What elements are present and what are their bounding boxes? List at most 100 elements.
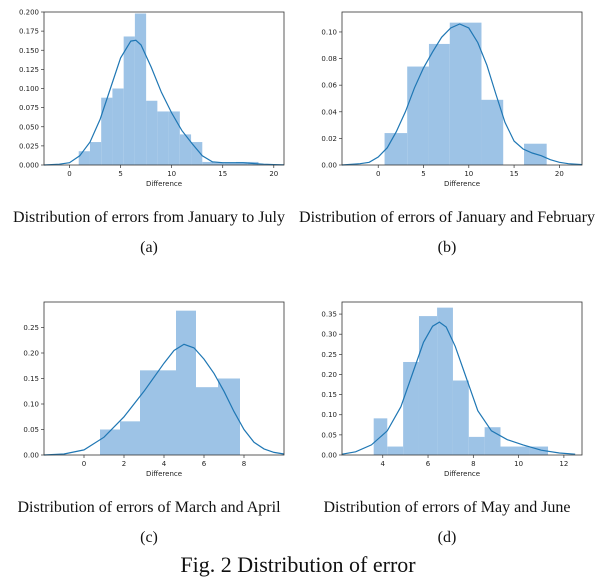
histogram-bar [500,446,530,455]
y-tick-label: 0.10 [321,28,337,36]
y-tick-label: 0.05 [321,431,337,439]
y-tick-label: 0.00 [23,452,39,460]
histogram-bar [134,13,147,166]
label-a: (a) [140,239,158,256]
histogram-bar [120,421,140,455]
histogram-bar [449,22,482,165]
x-axis-label: Difference [444,470,480,478]
histogram-bar [468,436,485,455]
histogram-bar [202,161,214,165]
chart-panel-d: 0.00 0.05 0.10 0.15 0.20 0.25 0.30 0.35 4 6 8 10 12 D… [298,290,594,480]
x-axis-label: Difference [146,180,182,188]
histogram-bar [403,361,419,455]
y-tick-label: 0.30 [321,331,337,339]
chart-b: 0.00 0.02 0.04 0.06 0.08 0.10 0 5 10 15 20 Differen… [321,11,583,188]
chart-c: 0.00 0.05 0.10 0.15 0.20 0.25 0 2 4 6 8 Difference [23,301,285,478]
x-tick-label: 0 [82,460,86,468]
x-tick-label: 6 [202,460,207,468]
y-tick-label: 0.25 [23,324,39,332]
y-tick-label: 0.00 [321,452,337,460]
y-tick-label: 0.08 [321,55,337,63]
histogram-bar [78,151,90,165]
kde-curve [341,321,576,455]
y-tick-label: 0.02 [321,135,337,143]
histogram-bar [196,387,218,455]
y-tick-label: 0.10 [321,411,337,419]
x-tick-label: 8 [471,460,475,468]
x-tick-label: 6 [426,460,431,468]
kde-curve [341,23,583,166]
x-tick-label: 15 [510,170,519,178]
chart-d: 0.00 0.05 0.10 0.15 0.20 0.25 0.30 0.35 4 6 8 10 12 D… [321,301,583,478]
y-tick-label: 0.000 [19,162,39,170]
histogram-bar [112,88,124,165]
histogram-bar [481,99,504,165]
y-tick-label: 0.15 [23,375,39,383]
histogram-bar [140,370,176,455]
chart-panel-a: 0.000 0.025 0.050 0.075 0.100 0.125 0.150 0.175… [0,0,296,190]
histogram-bar [418,316,438,455]
caption-a: Distribution of errors from January to J… [13,209,285,226]
label-d: (d) [437,529,457,546]
x-axis-label: Difference [444,180,480,188]
x-tick-label: 15 [218,170,227,178]
x-tick-label: 12 [559,460,568,468]
histogram-bar [387,446,404,455]
histogram-bar [123,36,135,166]
x-tick-label: 5 [421,170,425,178]
histogram-bar [437,307,453,455]
kde-curve [43,39,285,166]
y-tick-label: 0.20 [23,350,39,358]
y-tick-label: 0.04 [321,108,337,116]
chart-panel-c: 0.00 0.05 0.10 0.15 0.20 0.25 0 2 4 6 8 Difference [0,290,296,480]
label-c: (c) [140,529,158,546]
caption-c: Distribution of errors of March and Apri… [17,499,281,516]
y-tick-label: 0.35 [321,311,337,319]
x-tick-label: 10 [167,170,176,178]
label-b: (b) [437,239,457,256]
y-tick-label: 0.100 [19,85,39,93]
chart-a: 0.000 0.025 0.050 0.075 0.100 0.125 0.150 0.175… [19,9,285,188]
histogram-bar [146,100,158,165]
x-tick-label: 2 [122,460,126,468]
y-tick-label: 0.15 [321,391,337,399]
histogram-bar [176,310,196,455]
y-tick-label: 0.20 [321,371,337,379]
histogram-bar [218,378,240,455]
caption-b: Distribution of errors of January and Fe… [299,209,595,226]
y-tick-label: 0.200 [19,9,39,17]
y-tick-label: 0.06 [321,82,337,90]
y-tick-label: 0.050 [19,123,39,131]
y-tick-label: 0.025 [19,142,39,150]
x-tick-label: 8 [242,460,246,468]
x-tick-label: 20 [269,170,278,178]
plot-frame [341,11,583,166]
x-tick-label: 10 [464,170,473,178]
x-tick-label: 20 [555,170,564,178]
y-tick-label: 0.075 [19,104,39,112]
histogram-bar [89,142,102,165]
histogram-bar [168,111,180,165]
y-tick-label: 0.150 [19,47,39,55]
histogram-bar [179,134,192,165]
y-tick-label: 0.125 [19,66,39,74]
histogram-bar [224,162,236,165]
figure-title: Fig. 2 Distribution of error [180,552,416,577]
histogram-bar [236,161,248,165]
kde-curve [43,343,285,456]
x-tick-label: 0 [376,170,380,178]
histogram-bar [191,142,203,165]
x-tick-label: 0 [67,170,71,178]
histogram-bar [157,111,169,165]
x-tick-label: 10 [514,460,523,468]
histogram-bar [101,97,113,165]
x-axis-label: Difference [146,470,182,478]
y-tick-label: 0.10 [23,401,39,409]
x-tick-label: 5 [118,170,122,178]
caption-d: Distribution of errors of May and June [323,499,571,516]
y-tick-label: 0.05 [23,426,39,434]
y-tick-label: 0.00 [321,162,337,170]
histogram-bar [452,380,469,455]
histogram-bar [213,162,225,165]
y-tick-label: 0.175 [19,28,39,36]
